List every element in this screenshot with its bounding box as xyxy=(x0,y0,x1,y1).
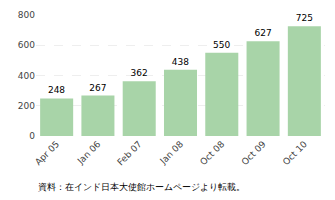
svg-text:200: 200 xyxy=(18,101,35,111)
svg-text:Oct 09: Oct 09 xyxy=(239,139,267,167)
svg-text:400: 400 xyxy=(18,71,35,81)
svg-text:Jan 06: Jan 06 xyxy=(75,139,103,167)
svg-text:資料：在インド日本大使館ホームページより転載。: 資料：在インド日本大使館ホームページより転載。 xyxy=(38,182,245,192)
svg-text:600: 600 xyxy=(18,40,35,50)
svg-text:438: 438 xyxy=(172,57,189,67)
svg-text:Feb 07: Feb 07 xyxy=(115,139,143,167)
svg-text:Oct 08: Oct 08 xyxy=(198,139,226,167)
svg-text:267: 267 xyxy=(89,83,106,93)
svg-text:Apr 05: Apr 05 xyxy=(33,139,61,167)
svg-text:0: 0 xyxy=(29,131,35,141)
svg-text:725: 725 xyxy=(296,13,313,23)
svg-text:248: 248 xyxy=(48,85,65,95)
svg-text:800: 800 xyxy=(18,10,35,20)
svg-text:627: 627 xyxy=(254,28,271,38)
svg-text:362: 362 xyxy=(131,68,148,78)
svg-text:Oct 10: Oct 10 xyxy=(281,139,309,167)
svg-text:550: 550 xyxy=(213,40,230,50)
svg-text:Jan 08: Jan 08 xyxy=(157,139,185,167)
